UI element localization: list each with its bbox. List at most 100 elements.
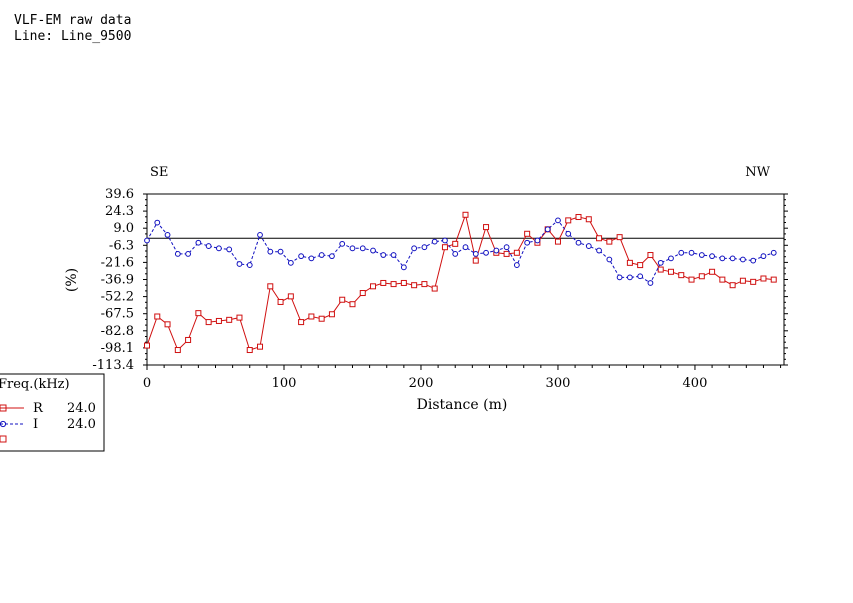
point-r (287, 293, 294, 300)
point-i (185, 251, 191, 257)
y-tick-label: 24.3 (105, 204, 134, 219)
point-r (513, 249, 520, 256)
y-tick-label: 9.0 (113, 221, 134, 236)
point-r (246, 347, 253, 354)
point-i (236, 261, 243, 267)
point-i (647, 280, 654, 286)
y-axis-label: (%) (64, 268, 80, 292)
point-r (750, 278, 757, 285)
y-tick-label: -21.6 (101, 255, 134, 270)
series-r-line (146, 213, 774, 351)
point-r (760, 275, 767, 282)
point-i (226, 246, 233, 253)
x-tick-label: 200 (409, 376, 434, 391)
legend-title: Freq.(kHz) (0, 377, 70, 392)
point-i (472, 251, 479, 257)
y-tick-label: -36.9 (101, 273, 134, 288)
point-i (431, 238, 438, 245)
legend-box (0, 373, 105, 452)
point-r (678, 272, 685, 279)
point-r (144, 342, 150, 349)
point-r (719, 276, 726, 283)
y-tick-label: 39.6 (105, 187, 134, 202)
y-tick-label: -6.3 (109, 238, 134, 253)
point-i (462, 244, 469, 251)
point-r (380, 279, 387, 286)
point-i (380, 252, 387, 258)
point-i (216, 245, 222, 252)
point-r (472, 257, 479, 264)
chart-title: VLF-EM raw data (14, 13, 131, 28)
point-r (657, 266, 664, 273)
point-r (390, 281, 397, 288)
point-i (626, 274, 633, 281)
point-i (606, 256, 613, 263)
point-r (585, 216, 592, 223)
x-axis-label: Distance (m) (417, 397, 508, 413)
point-r (462, 211, 469, 218)
x-tick-label: 400 (683, 376, 708, 391)
line-label: Line: Line_9500 (14, 29, 131, 44)
point-i (709, 253, 715, 260)
point-i (246, 262, 253, 268)
point-i (688, 249, 695, 256)
point-r (308, 313, 315, 320)
point-r (524, 230, 531, 237)
x-tick-label: 0 (143, 376, 151, 391)
point-r (637, 262, 644, 269)
point-i (287, 259, 294, 266)
point-r (698, 273, 705, 280)
point-i (493, 247, 500, 254)
point-i (452, 251, 459, 257)
point-r (441, 244, 448, 251)
point-i (719, 255, 726, 262)
point-i (400, 264, 407, 271)
point-r (606, 238, 613, 245)
point-r (647, 252, 654, 259)
point-i (164, 232, 171, 238)
point-i (277, 248, 284, 255)
point-i (195, 239, 202, 246)
legend-i-freq: 24.0 (67, 417, 96, 432)
point-r (709, 268, 716, 275)
point-i (349, 245, 356, 252)
point-r (575, 214, 582, 221)
series-i-line (146, 219, 774, 284)
point-i (678, 249, 685, 256)
legend-i-label: I (33, 417, 38, 432)
point-r (359, 290, 366, 297)
point-i (421, 244, 428, 251)
point-i (544, 226, 551, 233)
point-i (575, 239, 582, 246)
point-r (616, 234, 623, 241)
point-i (318, 252, 325, 258)
point-i (442, 237, 448, 244)
point-r (554, 238, 561, 245)
point-r (174, 347, 181, 354)
legend: Freq.(kHz) R 24.0 I 24.0 (0, 373, 105, 452)
series-layer (144, 211, 784, 354)
point-r (277, 298, 284, 305)
point-r (318, 315, 325, 322)
point-i (329, 253, 335, 260)
legend-extra-square-icon (0, 435, 7, 443)
point-i (740, 256, 746, 263)
point-i (298, 253, 305, 260)
point-r (215, 317, 222, 324)
x-tick-label: 100 (272, 376, 297, 391)
point-r (431, 285, 438, 292)
point-i (154, 219, 161, 226)
point-i (698, 252, 705, 258)
point-r (596, 235, 603, 242)
point-r (257, 343, 264, 350)
point-i (370, 247, 376, 254)
point-r (688, 276, 695, 283)
point-r (400, 279, 407, 286)
y-tick-label: -67.5 (101, 307, 134, 322)
point-r (349, 301, 356, 308)
direction-right: NW (745, 165, 770, 180)
legend-r-freq: 24.0 (67, 401, 96, 416)
legend-r-square-icon (0, 404, 7, 412)
point-r (195, 310, 202, 317)
